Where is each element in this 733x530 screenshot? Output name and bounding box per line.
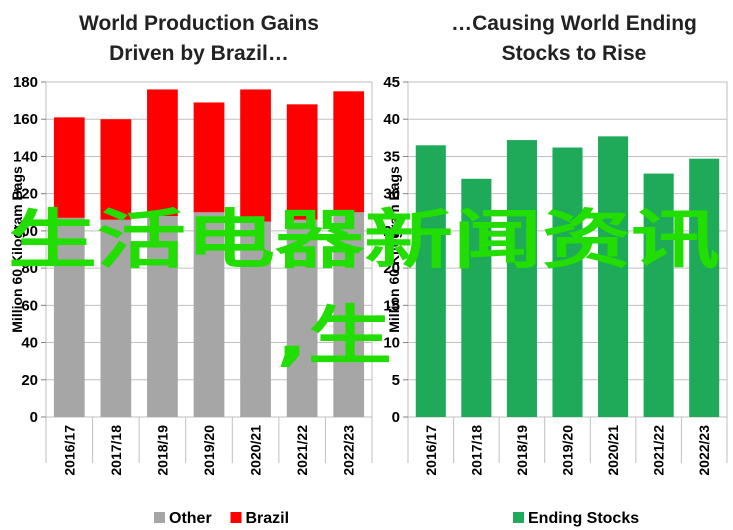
y-tick-label: 0 bbox=[30, 409, 38, 426]
x-tick-label: 2016/17 bbox=[423, 425, 439, 476]
bar-brazil-2018-19 bbox=[147, 89, 178, 216]
watermark-overlay: 生活电器新闻资讯 ,生 bbox=[8, 204, 720, 374]
production-chart: World Production Gains Driven by Brazil… 0… bbox=[9, 12, 373, 527]
x-tick-label: 2022/23 bbox=[696, 425, 712, 476]
bar-brazil-2022-23 bbox=[333, 91, 365, 213]
watermark-text-line1: 生活电器新闻资讯 bbox=[8, 204, 720, 278]
bar-brazil-2021-22 bbox=[286, 104, 318, 220]
y-tick-label: 35 bbox=[383, 148, 400, 165]
x-tick-label: 2022/23 bbox=[341, 425, 357, 476]
legend-swatch-brazil bbox=[230, 512, 242, 523]
x-tick-label: 2020/21 bbox=[248, 425, 264, 476]
bar-brazil-2017-18 bbox=[100, 119, 132, 220]
x-tick-label: 2017/18 bbox=[468, 425, 484, 476]
bar-ending-stocks-2021-22 bbox=[643, 173, 674, 417]
bar-ending-stocks-2022-23 bbox=[689, 158, 720, 417]
x-tick-label: 2021/22 bbox=[651, 425, 667, 476]
bar-other-2019-20 bbox=[193, 212, 225, 417]
bar-ending-stocks-2017-18 bbox=[461, 178, 492, 417]
y-tick-label: 180 bbox=[13, 74, 38, 91]
y-tick-label: 20 bbox=[21, 372, 38, 389]
x-tick-label: 2017/18 bbox=[108, 425, 124, 476]
y-tick-label: 60 bbox=[21, 297, 38, 314]
bar-other-2017-18 bbox=[100, 219, 132, 417]
bar-other-2022-23 bbox=[333, 212, 365, 417]
y-axis-label: Million 60 Kilogram Bags bbox=[386, 166, 402, 333]
y-tick-label: 30 bbox=[383, 186, 400, 203]
y-tick-label: 10 bbox=[383, 335, 400, 352]
y-tick-label: 120 bbox=[13, 186, 38, 203]
chart-title-line-2: Driven by Brazil… bbox=[109, 42, 289, 65]
chart-title-line-1: World Production Gains bbox=[79, 12, 319, 35]
bar-ending-stocks-2018-19 bbox=[506, 140, 537, 418]
bar-brazil-2019-20 bbox=[193, 102, 225, 213]
bar-ending-stocks-2020-21 bbox=[598, 136, 629, 417]
legend-label-ending-stocks: Ending Stocks bbox=[528, 510, 639, 527]
bar-other-2018-19 bbox=[147, 216, 178, 417]
y-tick-label: 40 bbox=[21, 335, 38, 352]
bar-other-2020-21 bbox=[240, 221, 271, 417]
bar-brazil-2020-21 bbox=[240, 89, 271, 222]
legend-label-other: Other bbox=[169, 510, 212, 527]
y-tick-label: 45 bbox=[383, 74, 400, 91]
y-tick-label: 25 bbox=[383, 223, 400, 240]
y-tick-label: 160 bbox=[13, 111, 38, 128]
x-tick-label: 2019/20 bbox=[201, 425, 217, 476]
y-tick-label: 40 bbox=[383, 111, 400, 128]
x-tick-label: 2018/19 bbox=[154, 425, 170, 476]
x-tick-label: 2018/19 bbox=[514, 425, 530, 476]
y-tick-label: 100 bbox=[13, 223, 38, 240]
y-tick-label: 140 bbox=[13, 148, 38, 165]
x-tick-label: 2016/17 bbox=[61, 425, 77, 476]
x-tick-label: 2020/21 bbox=[605, 425, 621, 476]
y-axis-label: Million 60 Kilogram Bags bbox=[9, 166, 25, 333]
y-tick-label: 20 bbox=[383, 260, 400, 277]
legend-swatch-other bbox=[154, 512, 165, 523]
y-tick-label: 80 bbox=[21, 260, 38, 277]
watermark-text-line2: ,生 bbox=[276, 300, 392, 374]
x-tick-label: 2019/20 bbox=[560, 425, 576, 476]
legend-swatch-ending-stocks bbox=[513, 512, 524, 523]
bar-ending-stocks-2019-20 bbox=[552, 147, 583, 417]
bar-ending-stocks-2016-17 bbox=[415, 145, 446, 417]
legend-label-brazil: Brazil bbox=[246, 510, 290, 527]
y-tick-label: 0 bbox=[392, 409, 400, 426]
chart-title-line-1: …Causing World Ending bbox=[451, 12, 697, 35]
y-tick-label: 15 bbox=[383, 297, 400, 314]
ending-stocks-chart: …Causing World Ending Stocks to Rise 0 5 10 1… bbox=[383, 12, 728, 527]
y-tick-label: 5 bbox=[392, 372, 400, 389]
chart-title-line-2: Stocks to Rise bbox=[502, 42, 647, 65]
bar-brazil-2016-17 bbox=[53, 117, 85, 218]
bar-other-2021-22 bbox=[286, 219, 318, 417]
x-tick-label: 2021/22 bbox=[294, 425, 310, 476]
bar-other-2016-17 bbox=[53, 217, 85, 417]
